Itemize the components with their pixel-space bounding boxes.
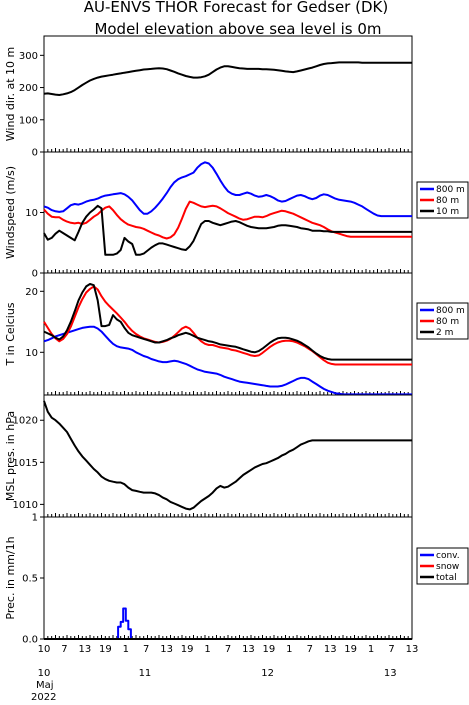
legend-label: 800 m xyxy=(436,185,465,195)
hour-tick-label: 7 xyxy=(388,644,394,655)
hour-tick-label: 7 xyxy=(225,644,231,655)
panel-frame xyxy=(43,394,413,518)
series-line-80-m xyxy=(43,285,412,366)
chart-title-line-1: AU-ENVS THOR Forecast for Gedser (DK) xyxy=(84,0,388,16)
hour-tick-label: 13 xyxy=(242,644,255,655)
series-line-80-m xyxy=(43,200,412,240)
hour-tick-label: 7 xyxy=(307,644,313,655)
y-tick-label: 1015 xyxy=(13,458,38,469)
y-axis-label: T in Celcius xyxy=(4,302,17,366)
y-tick-label: 0 xyxy=(32,269,38,280)
month-label: Maj xyxy=(36,680,54,691)
y-tick-label: 10 xyxy=(25,208,38,219)
panel-windspeed: 0 10 Windspeed (m/s) 800 m80 m10 m xyxy=(4,151,469,280)
y-tick-label: 20 xyxy=(25,287,38,298)
y-tick-label: 300 xyxy=(19,51,38,62)
y-axis-label: Prec. in mm/1h xyxy=(4,536,17,619)
hour-tick-label: 19 xyxy=(181,644,194,655)
y-tick-label: 200 xyxy=(19,83,38,94)
year-label: 2022 xyxy=(31,692,56,701)
day-label: 13 xyxy=(384,668,397,679)
hour-tick-label: 7 xyxy=(143,644,149,655)
hour-tick-label: 7 xyxy=(61,644,67,655)
y-tick-label: 1020 xyxy=(13,416,38,427)
legend-label: conv. xyxy=(436,551,460,561)
panel-temperature: 10 20 T in Celcius 800 m80 m2 m xyxy=(4,272,469,396)
day-label: 12 xyxy=(261,668,274,679)
y-tick-label: 0.0 xyxy=(22,635,38,646)
legend: 800 m80 m2 m xyxy=(416,302,469,340)
day-label: 11 xyxy=(139,668,152,679)
hour-tick-label: 13 xyxy=(160,644,173,655)
legend: 800 m80 m10 m xyxy=(416,181,469,219)
y-tick-label: 0.5 xyxy=(22,574,38,585)
y-tick-label: 100 xyxy=(19,115,38,126)
hour-tick-label: 13 xyxy=(324,644,337,655)
hour-tick-label: 1 xyxy=(286,644,292,655)
legend-label: 80 m xyxy=(436,317,459,327)
hour-tick-label: 13 xyxy=(79,644,92,655)
legend-label: 2 m xyxy=(436,328,453,338)
chart-title-line-2: Model elevation above sea level is 0m xyxy=(94,20,381,38)
y-axis-label: Windspeed (m/s) xyxy=(4,166,17,259)
y-tick-label: 0 xyxy=(32,148,38,159)
legend-label: 80 m xyxy=(436,196,459,206)
hour-tick-label: 19 xyxy=(99,644,112,655)
y-tick-label: 1010 xyxy=(13,500,38,511)
series-line-mslp xyxy=(43,400,412,511)
y-tick-label: 10 xyxy=(25,348,38,359)
hour-tick-label: 13 xyxy=(406,644,419,655)
y-axis-label: MSL pres. in hPa xyxy=(4,411,17,501)
hour-tick-label: 19 xyxy=(344,644,357,655)
series-line-conv- xyxy=(44,607,412,640)
hour-tick-label: 10 xyxy=(38,644,51,655)
legend-label: 10 m xyxy=(436,207,459,217)
hour-tick-label: 1 xyxy=(368,644,374,655)
hour-tick-label: 1 xyxy=(204,644,210,655)
panel-frame xyxy=(43,35,413,153)
y-tick-label: 1 xyxy=(32,513,38,524)
hour-tick-label: 1 xyxy=(123,644,129,655)
panel-frame xyxy=(43,516,413,640)
day-label: 10 xyxy=(38,668,51,679)
series-line-2-m xyxy=(43,283,412,361)
hour-tick-label: 19 xyxy=(263,644,276,655)
series-line-wind-direction xyxy=(43,61,412,96)
series-line-10-m xyxy=(43,204,412,256)
y-axis-label: Wind dir. at 10 m xyxy=(4,47,17,141)
legend-label: 800 m xyxy=(436,306,465,316)
series-line-800-m xyxy=(43,325,412,396)
series-line-800-m xyxy=(43,161,412,218)
time-axis: 10 7 13 19 1 7 13 19 1 7 13 19 1 7 13 19 1 7 13 10 11 12 13 xyxy=(38,644,419,679)
legend-label: snow xyxy=(436,562,459,572)
legend-label: total xyxy=(436,573,457,583)
